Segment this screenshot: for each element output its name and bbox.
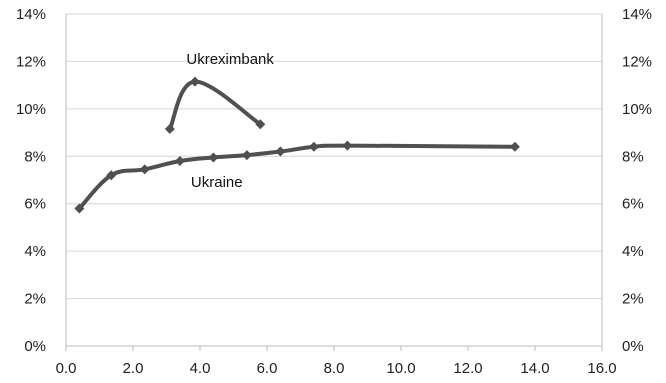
labels: 0% 0% 2% 2% 4% 4% 6% 6% 8% 8% 10% 10% 12% 12% 14% 14% 0.… [16, 6, 652, 377]
y-tick-label-right-6: 12% [622, 53, 652, 70]
gridlines [66, 13, 602, 300]
x-tick-label-8: 16.0 [587, 360, 616, 377]
data-point-ukraine-3 [174, 156, 185, 167]
data-point-ukraine-1 [106, 170, 117, 181]
y-tick-label-right-5: 10% [622, 101, 652, 118]
series-line-ukreximbank [167, 79, 263, 132]
data-point-ukraine-5 [241, 150, 252, 161]
x-tick-label-2: 4.0 [190, 360, 211, 377]
y-tick-label-right-4: 8% [622, 148, 644, 165]
x-tick-label-7: 14.0 [520, 360, 549, 377]
x-tick-label-6: 12.0 [453, 360, 482, 377]
y-tick-label-left-3: 6% [24, 196, 46, 213]
data-point-ukraine-7 [308, 141, 319, 152]
data-point-ukreximbank-2 [255, 119, 266, 130]
data-point-ukraine-6 [275, 146, 286, 157]
data-point-ukraine-9 [509, 141, 520, 152]
y-tick-label-left-4: 8% [24, 148, 46, 165]
axes [65, 14, 603, 351]
series-label-ukraine: Ukraine [191, 174, 243, 191]
x-tick-label-5: 10.0 [386, 360, 415, 377]
x-tick-label-0: 0.0 [56, 360, 77, 377]
data-point-ukraine-4 [208, 152, 219, 163]
data-point-ukreximbank-0 [164, 124, 175, 135]
series-line-ukraine [77, 143, 517, 211]
y-tick-label-left-6: 12% [16, 53, 46, 70]
y-tick-label-left-1: 2% [24, 291, 46, 308]
y-tick-label-left-7: 14% [16, 6, 46, 23]
series-label-ukreximbank: Ukreximbank [186, 51, 274, 68]
y-tick-label-right-0: 0% [622, 338, 644, 355]
y-tick-label-left-5: 10% [16, 101, 46, 118]
y-tick-label-right-3: 6% [622, 196, 644, 213]
y-tick-label-right-7: 14% [622, 6, 652, 23]
series-markers [74, 76, 520, 214]
y-tick-label-left-0: 0% [24, 338, 46, 355]
data-point-ukreximbank-1 [189, 76, 200, 87]
x-tick-label-1: 2.0 [123, 360, 144, 377]
x-tick-label-3: 6.0 [257, 360, 278, 377]
x-tick-label-4: 8.0 [324, 360, 345, 377]
y-tick-label-right-1: 2% [622, 291, 644, 308]
y-tick-label-left-2: 4% [24, 243, 46, 260]
y-tick-label-right-2: 4% [622, 243, 644, 260]
data-point-ukraine-0 [74, 203, 85, 214]
data-point-ukraine-2 [139, 164, 150, 175]
data-point-ukraine-8 [342, 140, 353, 151]
series-lines [77, 79, 517, 211]
